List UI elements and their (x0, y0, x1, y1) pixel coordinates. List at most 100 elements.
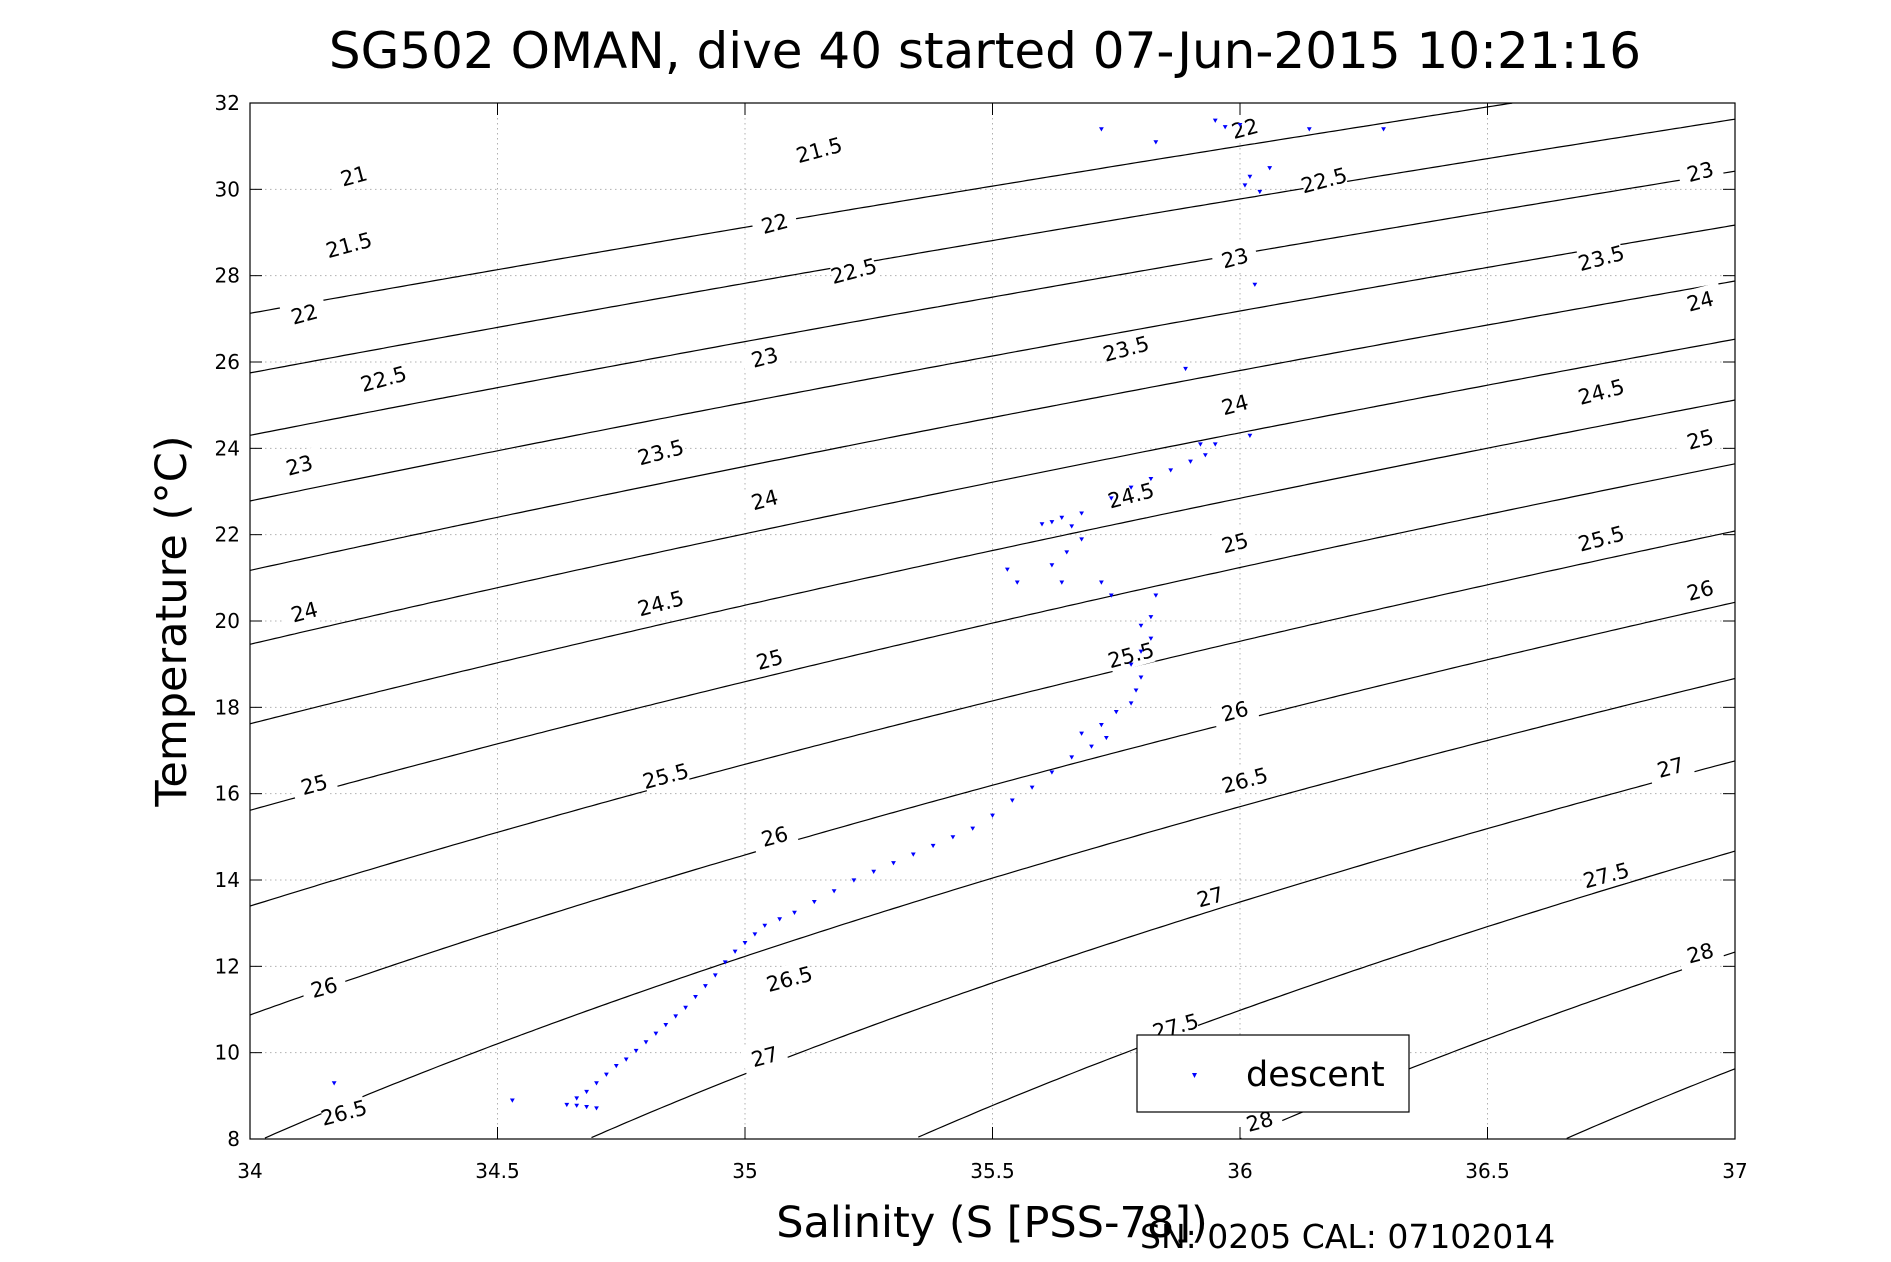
contour-label-background (1106, 476, 1156, 514)
descent-point (970, 826, 976, 831)
y-tick-label: 10 (215, 1041, 240, 1065)
y-tick-label: 14 (215, 868, 240, 892)
y-tick-label: 24 (215, 436, 240, 460)
contour-label-background (1220, 109, 1270, 147)
descent-point (584, 1089, 589, 1095)
descent-point (1004, 567, 1010, 572)
descent-point (1237, 122, 1243, 128)
descent-point (1064, 550, 1070, 555)
descent-point (574, 1096, 580, 1101)
contour-label-background (635, 584, 686, 622)
descent-point (663, 1023, 669, 1028)
contour-label-background (1675, 420, 1725, 457)
contour-label-background (764, 960, 814, 997)
contour-label-background (319, 1093, 369, 1131)
descent-point (1089, 744, 1094, 749)
descent-point (1014, 580, 1020, 585)
contour-label-background (1675, 152, 1725, 190)
x-tick-label: 35.5 (970, 1159, 1015, 1183)
descent-point (712, 973, 718, 978)
contour-label-background (324, 226, 374, 263)
x-tick-label: 36.5 (1465, 1159, 1510, 1183)
descent-point (1267, 166, 1273, 171)
y-tick-label: 16 (215, 782, 240, 806)
contour-label-background (1210, 692, 1260, 729)
x-tick-label: 36 (1227, 1159, 1252, 1183)
descent-point (722, 960, 728, 965)
density-contour-24.5 (249, 463, 1736, 811)
descent-point (693, 994, 698, 1000)
descent-point (1108, 593, 1114, 598)
descent-point (1138, 623, 1144, 628)
contour-label-background (829, 252, 879, 289)
descent-point (1148, 615, 1154, 620)
y-tick-label: 28 (215, 264, 240, 288)
contour-label-background (749, 204, 800, 242)
descent-point (891, 861, 896, 866)
descent-point (1099, 127, 1104, 132)
descent-point (1153, 140, 1159, 145)
descent-point (1079, 731, 1084, 736)
descent-point (1128, 662, 1134, 667)
descent-point (1079, 511, 1084, 516)
contour-label-background (640, 757, 691, 794)
contour-label-background (1576, 372, 1626, 410)
descent-point (950, 835, 956, 840)
descent-point (1108, 496, 1114, 501)
y-tick-label: 20 (215, 609, 240, 633)
descent-point (1039, 522, 1045, 527)
descent-point (1148, 636, 1154, 641)
descent-point (683, 1005, 688, 1010)
y-tick-label: 26 (215, 350, 240, 374)
density-contour-23 (249, 280, 1736, 571)
descent-point (604, 1072, 609, 1077)
contour-label-background (358, 360, 409, 397)
contour-label-background (1576, 239, 1626, 276)
descent-point (831, 889, 837, 894)
descent-point (752, 932, 758, 937)
descent-point (732, 949, 738, 954)
descent-point (1381, 127, 1386, 132)
descent-point (574, 1103, 580, 1108)
descent-point (990, 813, 995, 818)
descent-point (1049, 563, 1055, 568)
density-contour-27 (918, 850, 1736, 1138)
descent-point (1202, 453, 1208, 458)
descent-point (1128, 485, 1134, 490)
chart-title: SG502 OMAN, dive 40 started 07-Jun-2015 … (329, 22, 1641, 80)
contour-label-background (1581, 856, 1631, 893)
contour-label-background (279, 593, 329, 630)
y-tick-label: 22 (215, 523, 240, 547)
contour-label-background (279, 295, 329, 332)
legend-descent-label: descent (1246, 1055, 1385, 1095)
x-tick-label: 37 (1722, 1159, 1747, 1183)
descent-point (1148, 476, 1154, 482)
descent-point (1059, 515, 1065, 520)
contour-label-background (1299, 161, 1349, 198)
density-contour-21.5 (249, 118, 1736, 374)
descent-point (643, 1040, 649, 1045)
contour-label-background (1220, 761, 1270, 799)
descent-point (1212, 442, 1218, 447)
descent-point (1009, 798, 1015, 803)
x-axis-ticks: 34 34.5 35 35.5 36 36.5 37 (237, 103, 1748, 1183)
descent-point (1242, 183, 1248, 188)
density-contour-25.5 (249, 601, 1736, 1016)
descent-point (1049, 520, 1055, 525)
descent-point (1257, 189, 1263, 195)
descent-point (1069, 524, 1075, 529)
descent-point (1103, 735, 1109, 741)
descent-point (1029, 785, 1035, 790)
descent-point (1222, 125, 1228, 130)
contour-label-background (1675, 571, 1725, 609)
legend-box (1136, 1034, 1410, 1113)
density-contour-26 (264, 677, 1736, 1139)
contour-label-background (1675, 282, 1725, 319)
descent-point (1138, 675, 1144, 680)
descent-point (1099, 723, 1104, 728)
contour-label-background (1210, 385, 1260, 423)
contour-label-background (739, 1037, 790, 1075)
contour-label-background (739, 338, 790, 375)
